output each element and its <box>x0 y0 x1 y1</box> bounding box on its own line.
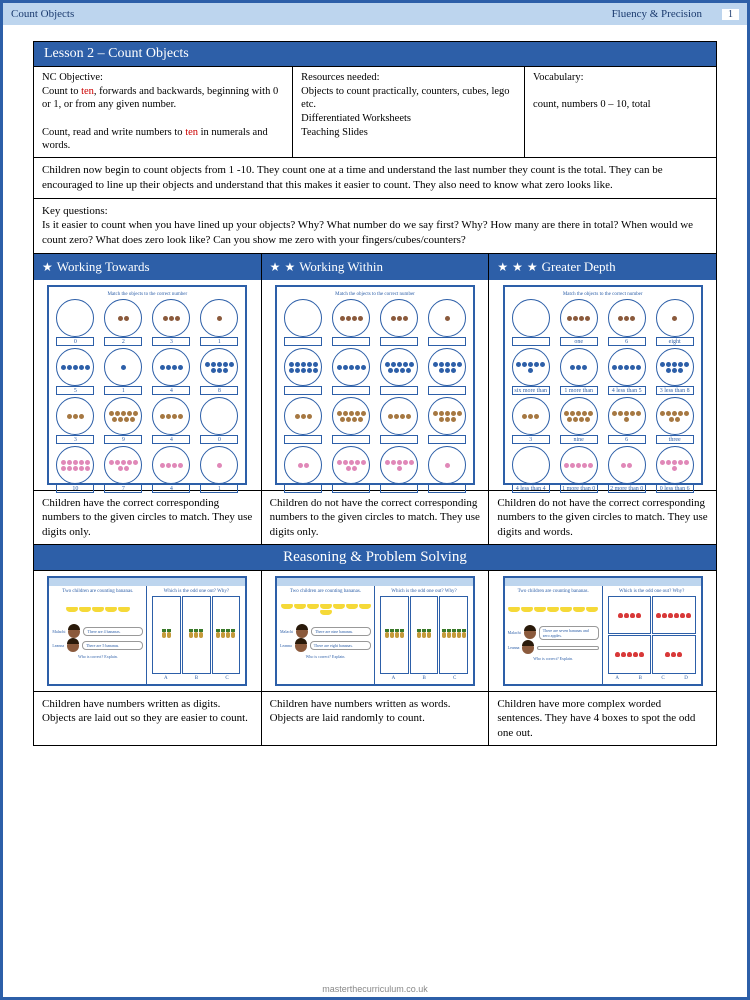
caption-gd: Children do not have the correct corresp… <box>489 491 717 545</box>
level-headers: ★ Working Towards ★★ Working Within ★★★ … <box>33 254 717 280</box>
key-questions-box: Key questions: Is it easier to count whe… <box>33 199 717 255</box>
worksheet-wt: Match the objects to the correct number0… <box>47 285 247 485</box>
rps-worksheet-ww: Two children are counting bananas. Malac… <box>275 576 475 686</box>
footer: masterthecurriculum.co.uk <box>3 984 747 994</box>
rps-title: Reasoning & Problem Solving <box>33 545 717 571</box>
star-icon: ★ <box>512 260 523 275</box>
header-right: Fluency & Precision <box>612 8 702 20</box>
description-box: Children now begin to count objects from… <box>33 158 717 199</box>
rps-caption-gd: Children have more complex worded senten… <box>489 692 717 746</box>
worksheet-previews: Match the objects to the correct number0… <box>33 280 717 491</box>
rps-worksheet-gd: Two children are counting bananas. Malac… <box>503 576 703 686</box>
vocab-cell: Vocabulary: count, numbers 0 – 10, total <box>525 67 716 157</box>
worksheet-ww: Match the objects to the correct number <box>275 285 475 485</box>
page-number: 1 <box>722 9 739 20</box>
nc-objective-cell: NC Objective: Count to ten, forwards and… <box>34 67 293 157</box>
star-icon: ★ <box>270 260 281 275</box>
worksheet-gd: Match the objects to the correct numbero… <box>503 285 703 485</box>
greater-depth-head: ★★★ Greater Depth <box>489 254 717 280</box>
caption-row: Children have the correct corresponding … <box>33 491 717 545</box>
star-icon: ★ <box>497 260 508 275</box>
rps-caption-row: Children have numbers written as digits.… <box>33 692 717 746</box>
caption-ww: Children do not have the correct corresp… <box>262 491 490 545</box>
lesson-title: Lesson 2 – Count Objects <box>33 41 717 67</box>
working-within-head: ★★ Working Within <box>262 254 490 280</box>
rps-worksheet-wt: Two children are counting bananas. Malac… <box>47 576 247 686</box>
star-icon: ★ <box>42 260 53 275</box>
info-row: NC Objective: Count to ten, forwards and… <box>33 67 717 158</box>
top-header-bar: Count Objects Fluency & Precision 1 <box>3 3 747 25</box>
rps-caption-ww: Children have numbers written as words. … <box>262 692 490 746</box>
resources-cell: Resources needed: Objects to count pract… <box>293 67 525 157</box>
rps-caption-wt: Children have numbers written as digits.… <box>34 692 262 746</box>
working-towards-head: ★ Working Towards <box>34 254 262 280</box>
rps-previews: Two children are counting bananas. Malac… <box>33 571 717 692</box>
caption-wt: Children have the correct corresponding … <box>34 491 262 545</box>
star-icon: ★ <box>284 260 295 275</box>
header-left: Count Objects <box>11 8 74 20</box>
star-icon: ★ <box>527 260 538 275</box>
